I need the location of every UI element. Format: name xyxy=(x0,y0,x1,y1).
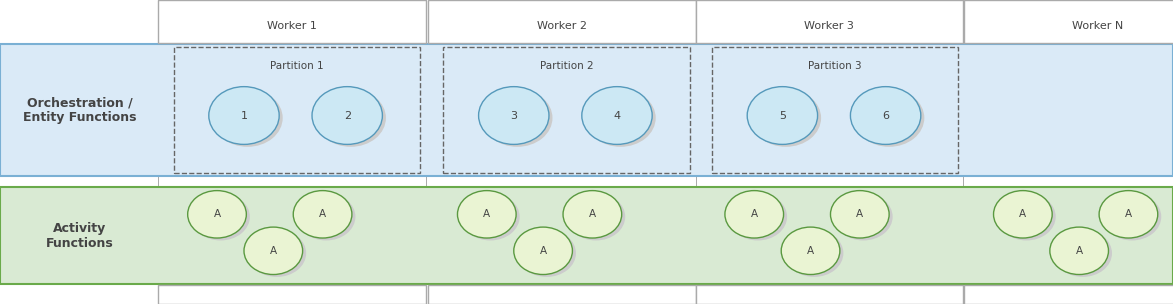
Text: 4: 4 xyxy=(613,111,621,120)
Text: A: A xyxy=(589,209,596,219)
Ellipse shape xyxy=(582,87,652,144)
Ellipse shape xyxy=(312,87,382,144)
Text: Orchestration /
Entity Functions: Orchestration / Entity Functions xyxy=(23,96,136,124)
Ellipse shape xyxy=(994,191,1052,238)
Ellipse shape xyxy=(244,227,303,275)
Ellipse shape xyxy=(297,193,355,240)
Ellipse shape xyxy=(563,191,622,238)
Ellipse shape xyxy=(457,191,516,238)
Text: A: A xyxy=(1019,209,1026,219)
Text: A: A xyxy=(856,209,863,219)
Text: Worker N: Worker N xyxy=(1072,21,1124,31)
Ellipse shape xyxy=(212,89,283,147)
Ellipse shape xyxy=(725,191,784,238)
Ellipse shape xyxy=(585,89,656,147)
Ellipse shape xyxy=(834,193,893,240)
Ellipse shape xyxy=(482,89,552,147)
Bar xyxy=(174,47,420,173)
Ellipse shape xyxy=(514,227,572,275)
Ellipse shape xyxy=(1099,191,1158,238)
Ellipse shape xyxy=(188,191,246,238)
Ellipse shape xyxy=(781,227,840,275)
Ellipse shape xyxy=(850,87,921,144)
Text: Partition 3: Partition 3 xyxy=(808,61,862,71)
Ellipse shape xyxy=(728,193,787,240)
Text: A: A xyxy=(1125,209,1132,219)
Bar xyxy=(428,285,696,304)
Text: Worker 1: Worker 1 xyxy=(267,21,317,31)
Bar xyxy=(0,44,1173,176)
Bar xyxy=(428,0,696,43)
Ellipse shape xyxy=(293,191,352,238)
Ellipse shape xyxy=(517,230,576,277)
Text: 6: 6 xyxy=(882,111,889,120)
Ellipse shape xyxy=(479,87,549,144)
Text: 3: 3 xyxy=(510,111,517,120)
Text: A: A xyxy=(540,246,547,256)
Text: A: A xyxy=(483,209,490,219)
Text: A: A xyxy=(807,246,814,256)
Bar xyxy=(712,47,958,173)
Bar xyxy=(158,285,426,304)
Ellipse shape xyxy=(997,193,1056,240)
Bar xyxy=(158,0,426,43)
Ellipse shape xyxy=(248,230,306,277)
Bar xyxy=(443,47,690,173)
Ellipse shape xyxy=(751,89,821,147)
Text: Activity
Functions: Activity Functions xyxy=(46,222,114,250)
Bar xyxy=(964,285,1173,304)
Ellipse shape xyxy=(785,230,843,277)
Ellipse shape xyxy=(209,87,279,144)
Text: A: A xyxy=(270,246,277,256)
Bar xyxy=(964,0,1173,43)
Ellipse shape xyxy=(316,89,386,147)
Ellipse shape xyxy=(1050,227,1108,275)
Ellipse shape xyxy=(830,191,889,238)
Ellipse shape xyxy=(1103,193,1161,240)
Bar xyxy=(0,187,1173,284)
Text: A: A xyxy=(319,209,326,219)
Bar xyxy=(696,0,963,43)
Ellipse shape xyxy=(461,193,520,240)
Text: A: A xyxy=(1076,246,1083,256)
Text: Partition 1: Partition 1 xyxy=(270,61,324,71)
Text: Worker 2: Worker 2 xyxy=(537,21,586,31)
Ellipse shape xyxy=(567,193,625,240)
Text: A: A xyxy=(213,209,221,219)
Ellipse shape xyxy=(854,89,924,147)
Text: 2: 2 xyxy=(344,111,351,120)
Ellipse shape xyxy=(1053,230,1112,277)
Text: 1: 1 xyxy=(240,111,248,120)
Text: A: A xyxy=(751,209,758,219)
Text: 5: 5 xyxy=(779,111,786,120)
Text: Worker 3: Worker 3 xyxy=(805,21,854,31)
Text: Partition 2: Partition 2 xyxy=(540,61,594,71)
Bar xyxy=(696,285,963,304)
Ellipse shape xyxy=(191,193,250,240)
Ellipse shape xyxy=(747,87,818,144)
